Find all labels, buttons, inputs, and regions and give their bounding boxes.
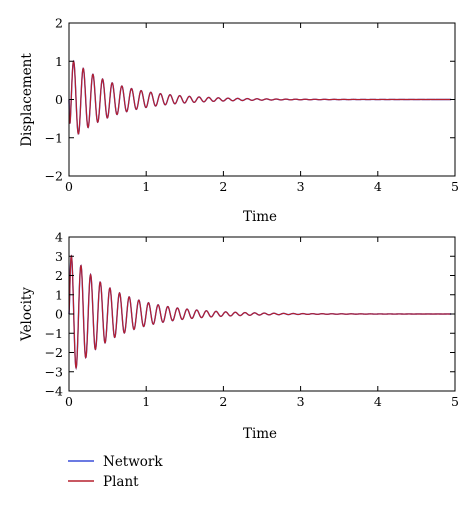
x-tick-label: 4	[374, 179, 382, 194]
y-tick-label: 3	[55, 249, 63, 264]
series-line-network	[68, 254, 452, 371]
y-tick-label: −3	[45, 364, 63, 379]
y-tick-label: 2	[55, 16, 63, 31]
x-tick-label: 2	[219, 394, 227, 409]
x-tick-label: 1	[142, 179, 150, 194]
y-tick-label: 2	[55, 268, 63, 283]
y-tick-label: −2	[45, 169, 63, 184]
x-tick-label: 1	[142, 394, 150, 409]
x-tick-label: 5	[451, 179, 459, 194]
x-axis-label: Time	[243, 209, 277, 225]
x-tick-label: 5	[451, 394, 459, 409]
x-tick-label: 2	[219, 179, 227, 194]
series-line-plant	[68, 254, 452, 370]
velocity-panel: 0 1 2 3 4 5 −4 −3 −2 −1 0 1 2 3 4 Time Velocity	[19, 230, 459, 443]
x-tick-label: 0	[65, 179, 73, 194]
y-tick-label: 1	[55, 287, 63, 302]
legend-label-network: Network	[103, 454, 163, 470]
displacement-panel: 0 1 2 3 4 5 −2 −1 0 1 2 Time Displacement	[19, 16, 459, 226]
y-tick-label: 1	[55, 54, 63, 69]
y-tick-label: 0	[55, 92, 63, 107]
x-tick-label: 3	[297, 179, 305, 194]
y-tick-label: 0	[55, 307, 63, 322]
y-axis-label: Displacement	[19, 53, 35, 147]
x-tick-label: 4	[374, 394, 382, 409]
y-tick-label: −1	[45, 130, 63, 145]
y-tick-label: 4	[55, 230, 63, 245]
x-tick-label: 3	[297, 394, 305, 409]
legend-label-plant: Plant	[103, 474, 139, 490]
x-tick-label: 0	[65, 394, 73, 409]
series-line-plant	[68, 60, 452, 135]
y-axis-label: Velocity	[19, 287, 35, 342]
y-tick-label: −2	[45, 345, 63, 360]
legend: Network Plant	[68, 454, 163, 490]
series-line-network	[68, 59, 452, 135]
y-tick-label: −1	[45, 326, 63, 341]
x-axis-label: Time	[243, 426, 277, 442]
y-tick-label: −4	[45, 384, 63, 399]
